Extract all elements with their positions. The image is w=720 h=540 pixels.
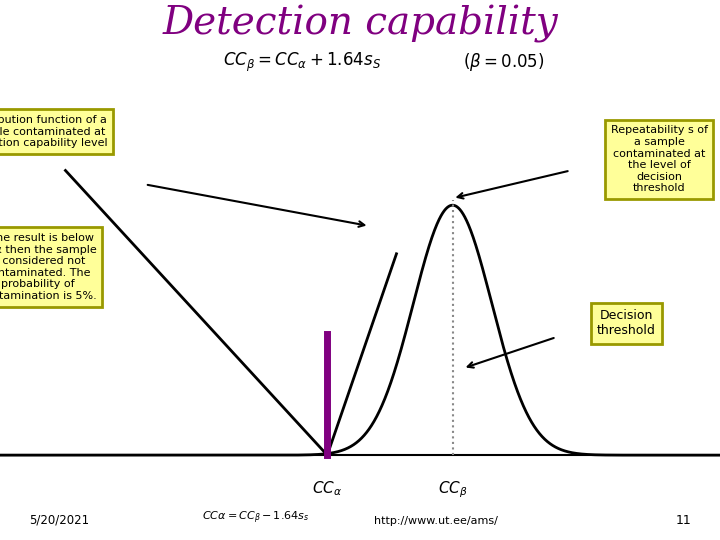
Text: Repeatability s of
a sample
contaminated at
the level of
decision
threshold: Repeatability s of a sample contaminated…	[611, 125, 708, 193]
Text: $CC_\beta = CC_\alpha + 1.64s_S$: $CC_\beta = CC_\alpha + 1.64s_S$	[223, 51, 382, 75]
Text: $CC_\beta$: $CC_\beta$	[438, 480, 467, 500]
Text: http://www.ut.ee/ams/: http://www.ut.ee/ams/	[374, 516, 498, 526]
Text: Decision
threshold: Decision threshold	[597, 309, 656, 338]
Text: 11: 11	[675, 514, 691, 526]
Text: $(\beta = 0.05)$: $(\beta = 0.05)$	[463, 51, 545, 73]
Text: Distribution function of a
sample contaminated at
detection capability level: Distribution function of a sample contam…	[0, 115, 108, 148]
Text: 5/20/2021: 5/20/2021	[29, 514, 89, 526]
Text: If the result is below
CCα then the sample
is considered not
contaminated. The
p: If the result is below CCα then the samp…	[0, 233, 96, 301]
Text: $CC\alpha = CC_\beta - 1.64s_s$: $CC\alpha = CC_\beta - 1.64s_s$	[202, 510, 309, 526]
Text: Detection capability: Detection capability	[162, 5, 558, 43]
Text: $CC_\alpha$: $CC_\alpha$	[312, 480, 342, 498]
